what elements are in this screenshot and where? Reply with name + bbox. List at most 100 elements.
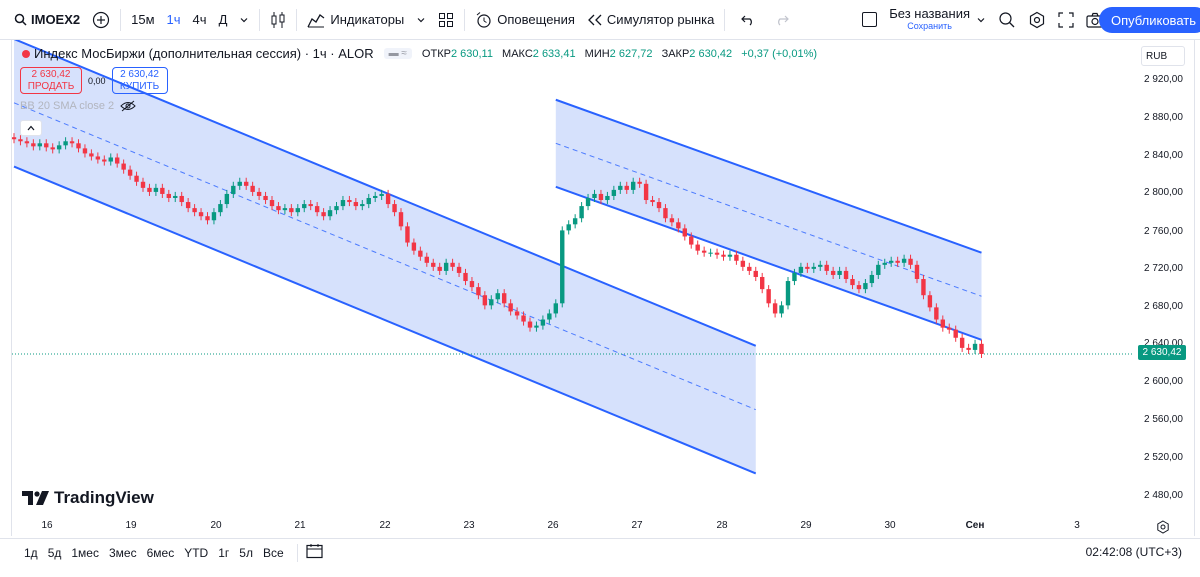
- candle-body: [115, 157, 120, 164]
- sell-button[interactable]: 2 630,42 ПРОДАТЬ: [20, 67, 82, 94]
- brand-text: TradingView: [54, 488, 154, 507]
- candle-body: [798, 266, 804, 273]
- axis-settings-button[interactable]: [1156, 520, 1170, 537]
- candle-body: [643, 183, 649, 201]
- candle-body: [102, 159, 107, 162]
- interval-dropdown[interactable]: [233, 0, 255, 40]
- channel-fill: [14, 40, 756, 474]
- chart-legend: Индекс МосБиржи (дополнительная сессия) …: [22, 46, 823, 61]
- range-1d[interactable]: 1д: [24, 545, 38, 560]
- layout-checkbox[interactable]: [862, 12, 878, 27]
- exchange-logo-icon: [22, 49, 30, 58]
- templates-button[interactable]: [432, 0, 460, 40]
- replay-button[interactable]: Симулятор рынка: [581, 0, 720, 40]
- top-toolbar: IMOEX2 15м 1ч 4ч Д Индикаторы Оповещения…: [0, 0, 1200, 40]
- candle-body: [508, 303, 513, 312]
- range-1y[interactable]: 1г: [218, 545, 230, 560]
- indicators-dropdown[interactable]: [410, 0, 432, 40]
- collapse-legend-button[interactable]: [20, 120, 42, 136]
- candle-body: [12, 137, 17, 140]
- price-label: 2 600,00: [1144, 376, 1183, 387]
- candle-body: [153, 187, 159, 192]
- time-axis[interactable]: 16 19 20 21 22 23 26 27 28 29 30 Сен 3: [11, 516, 1195, 536]
- price-label: 2 560,00: [1144, 414, 1183, 425]
- interval-4h[interactable]: 4ч: [192, 12, 207, 27]
- redo-button[interactable]: [767, 0, 797, 40]
- candle-body: [295, 208, 300, 213]
- candle-body: [185, 202, 191, 209]
- time-label: 19: [125, 520, 137, 531]
- candle-body: [966, 347, 971, 350]
- interval-1h[interactable]: 1ч: [166, 12, 181, 27]
- eye-hidden-icon[interactable]: [120, 100, 136, 112]
- candle-body: [540, 319, 546, 326]
- range-1m[interactable]: 1мес: [71, 545, 99, 560]
- currency-selector[interactable]: RUB: [1141, 46, 1185, 66]
- candle-body: [940, 319, 945, 328]
- candle-body: [340, 200, 346, 207]
- publish-button[interactable]: Опубликовать: [1098, 7, 1200, 33]
- indicator-label: BB 20 SMA close 2: [20, 100, 115, 112]
- open-label: ОТКР: [421, 47, 451, 60]
- candle-body: [869, 274, 875, 284]
- buy-button[interactable]: 2 630,42 КУПИТЬ: [111, 67, 168, 94]
- candle-body: [443, 262, 449, 271]
- candle-body: [663, 208, 668, 219]
- candle-body: [953, 329, 958, 338]
- symbol-search[interactable]: IMOEX2: [0, 0, 86, 40]
- interval-15m[interactable]: 15м: [131, 12, 155, 27]
- legend-eye-pill[interactable]: ▬ ≈: [383, 48, 412, 59]
- currency-label: RUB: [1146, 50, 1168, 62]
- settings-button[interactable]: [1022, 0, 1052, 40]
- goto-date-button[interactable]: [306, 543, 324, 562]
- quick-search-button[interactable]: [992, 0, 1022, 40]
- candle-body: [824, 264, 829, 271]
- fullscreen-button[interactable]: [1052, 0, 1080, 40]
- time-label: 22: [379, 520, 391, 531]
- trade-buttons: 2 630,42 ПРОДАТЬ 0,00 2 630,42 КУПИТЬ: [20, 67, 168, 94]
- candle-body: [302, 204, 307, 209]
- candle-body: [289, 208, 294, 213]
- time-label: 16: [41, 520, 53, 531]
- range-ytd[interactable]: YTD: [184, 545, 209, 560]
- time-label: 3: [1074, 520, 1080, 531]
- layout-dropdown[interactable]: [970, 0, 992, 40]
- chart-type-button[interactable]: [264, 0, 292, 40]
- layout-name-block[interactable]: Без названия Сохранить: [889, 7, 970, 31]
- price-label: 2 760,00: [1144, 226, 1183, 237]
- chart-pane[interactable]: Индекс МосБиржи (дополнительная сессия) …: [11, 40, 1195, 536]
- price-label: 2 800,00: [1144, 187, 1183, 198]
- candle-body: [682, 228, 687, 237]
- indicators-label: Индикаторы: [330, 12, 405, 27]
- candle-body: [592, 193, 597, 198]
- range-3m[interactable]: 3мес: [108, 545, 137, 560]
- tradingview-logo[interactable]: TradingView: [22, 488, 154, 508]
- candle-body: [231, 185, 236, 194]
- candle-body: [218, 204, 223, 213]
- candle-body: [450, 262, 455, 267]
- candle-body: [198, 212, 204, 217]
- undo-button[interactable]: [729, 0, 767, 40]
- candle-body: [553, 303, 558, 314]
- candle-body: [701, 250, 707, 253]
- candle-body: [624, 185, 629, 190]
- candle-body: [160, 187, 165, 194]
- candle-body: [366, 197, 371, 205]
- interval-1d[interactable]: Д: [218, 12, 228, 27]
- range-5d[interactable]: 5д: [47, 545, 62, 560]
- indicator-legend[interactable]: BB 20 SMA close 2: [20, 100, 136, 112]
- chevron-down-icon: [240, 17, 248, 22]
- price-chart[interactable]: [12, 40, 1196, 516]
- compare-button[interactable]: [86, 0, 116, 40]
- indicators-button[interactable]: Индикаторы: [301, 0, 410, 40]
- candle-body: [353, 202, 359, 207]
- range-5y[interactable]: 5л: [239, 545, 253, 560]
- candle-body: [579, 206, 584, 219]
- candle-body: [676, 222, 681, 229]
- candle-body: [205, 216, 210, 221]
- range-all[interactable]: Все: [262, 545, 284, 560]
- alerts-button[interactable]: Оповещения: [469, 0, 581, 40]
- high-value: 2 633,41: [532, 47, 576, 60]
- range-6m[interactable]: 6мес: [146, 545, 175, 560]
- clock[interactable]: 02:42:08 (UTC+3): [1085, 545, 1182, 559]
